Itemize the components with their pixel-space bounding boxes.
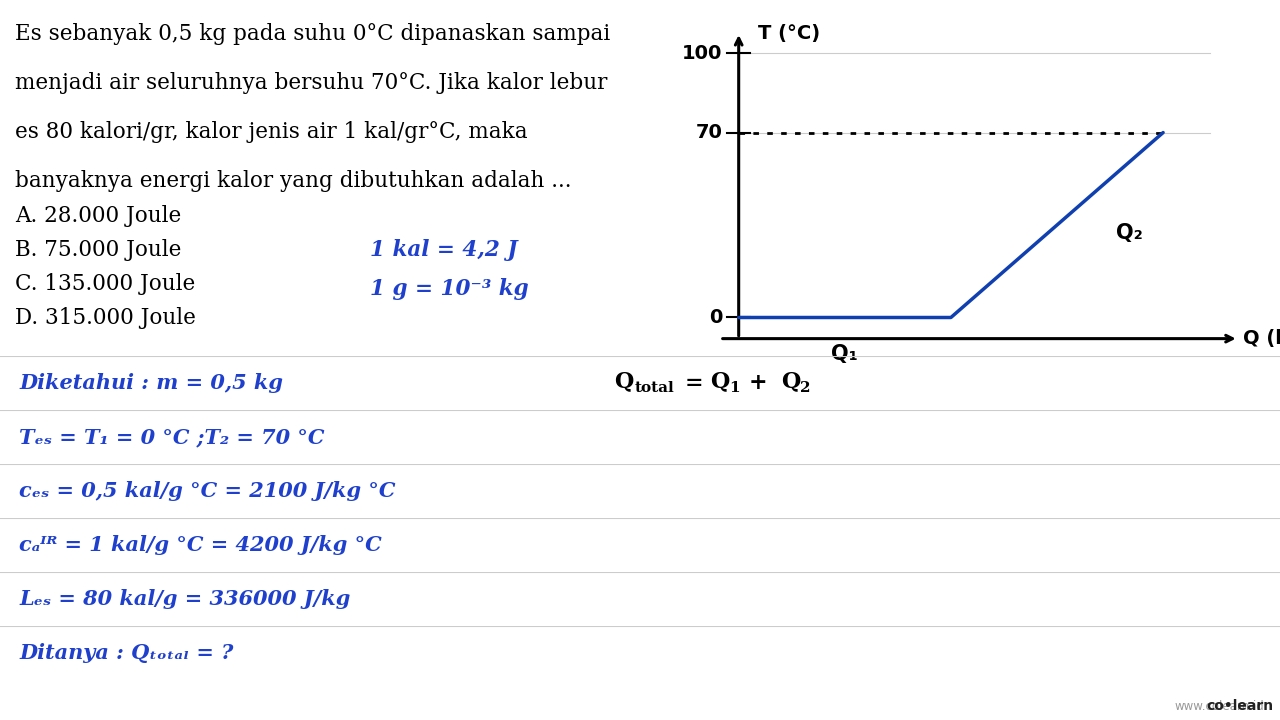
Text: Q₁: Q₁	[832, 344, 858, 364]
Text: Lₑₛ = 80 kal/g = 336000 J/kg: Lₑₛ = 80 kal/g = 336000 J/kg	[19, 590, 351, 609]
Text: menjadi air seluruhnya bersuhu 70°C. Jika kalor lebur: menjadi air seluruhnya bersuhu 70°C. Jik…	[15, 73, 608, 94]
Text: =: =	[685, 372, 704, 395]
Text: 1: 1	[730, 381, 740, 395]
Text: 70: 70	[695, 123, 722, 142]
Text: 2: 2	[800, 381, 810, 395]
Text: co•learn: co•learn	[1207, 699, 1274, 713]
Text: cₐᴵᴿ = 1 kal/g °C = 4200 J/kg °C: cₐᴵᴿ = 1 kal/g °C = 4200 J/kg °C	[19, 536, 381, 555]
Text: C. 135.000 Joule: C. 135.000 Joule	[15, 273, 196, 295]
Text: +: +	[749, 372, 768, 395]
Text: www.colearn.id: www.colearn.id	[1175, 700, 1265, 713]
Text: banyaknya energi kalor yang dibutuhkan adalah ...: banyaknya energi kalor yang dibutuhkan a…	[15, 171, 571, 192]
Text: A. 28.000 Joule: A. 28.000 Joule	[15, 204, 182, 227]
Text: 0: 0	[709, 308, 722, 327]
Text: Q: Q	[614, 369, 634, 392]
Text: total: total	[635, 381, 675, 395]
Text: D. 315.000 Joule: D. 315.000 Joule	[15, 307, 196, 330]
Text: T (°C): T (°C)	[758, 24, 819, 43]
Text: 100: 100	[682, 44, 722, 63]
Text: Diketahui : m = 0,5 kg: Diketahui : m = 0,5 kg	[19, 374, 283, 393]
Text: es 80 kalori/gr, kalor jenis air 1 kal/gr°C, maka: es 80 kalori/gr, kalor jenis air 1 kal/g…	[15, 122, 527, 143]
Text: Ditanya : Qₜₒₜₐₗ = ?: Ditanya : Qₜₒₜₐₗ = ?	[19, 644, 233, 663]
Text: Es sebanyak 0,5 kg pada suhu 0°C dipanaskan sampai: Es sebanyak 0,5 kg pada suhu 0°C dipanas…	[15, 24, 611, 45]
Text: 1 kal = 4,2 J: 1 kal = 4,2 J	[370, 239, 517, 261]
Text: Q₂: Q₂	[1116, 223, 1143, 243]
Text: Q: Q	[710, 369, 730, 392]
Text: Q: Q	[781, 369, 800, 392]
Text: B. 75.000 Joule: B. 75.000 Joule	[15, 239, 182, 261]
Text: Q (kal): Q (kal)	[1243, 329, 1280, 348]
Text: cₑₛ = 0,5 kal/g °C = 2100 J/kg °C: cₑₛ = 0,5 kal/g °C = 2100 J/kg °C	[19, 482, 396, 501]
Text: Tₑₛ = T₁ = 0 °C ;T₂ = 70 °C: Tₑₛ = T₁ = 0 °C ;T₂ = 70 °C	[19, 428, 325, 447]
Text: 1 g = 10⁻³ kg: 1 g = 10⁻³ kg	[370, 278, 529, 300]
